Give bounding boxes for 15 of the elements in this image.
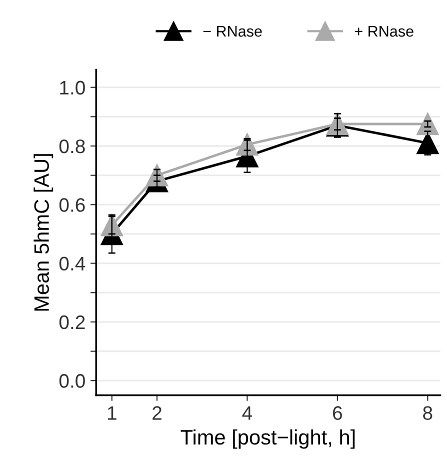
y-tick-label: 0.0 xyxy=(59,374,85,388)
x-tick-label: 1 xyxy=(108,406,116,420)
y-tick-label: 0.2 xyxy=(59,315,85,330)
x-tick-label: 2 xyxy=(152,406,162,420)
y-tick-label: 0.4 xyxy=(59,256,86,271)
x-axis-title: Time [post−light, h] xyxy=(180,429,355,449)
y-tick-label: 0.6 xyxy=(59,198,85,212)
legend-label: − RNase xyxy=(203,26,262,37)
y-tick-label: 0.8 xyxy=(59,139,85,154)
y-tick-label: 1.0 xyxy=(60,80,85,95)
legend-label: + RNase xyxy=(354,26,414,37)
x-tick-label: 4 xyxy=(242,406,252,420)
x-tick-label: 6 xyxy=(333,406,342,420)
y-axis-title: Mean 5hmC [AU] xyxy=(34,154,54,311)
x-tick-label: 8 xyxy=(423,406,432,420)
